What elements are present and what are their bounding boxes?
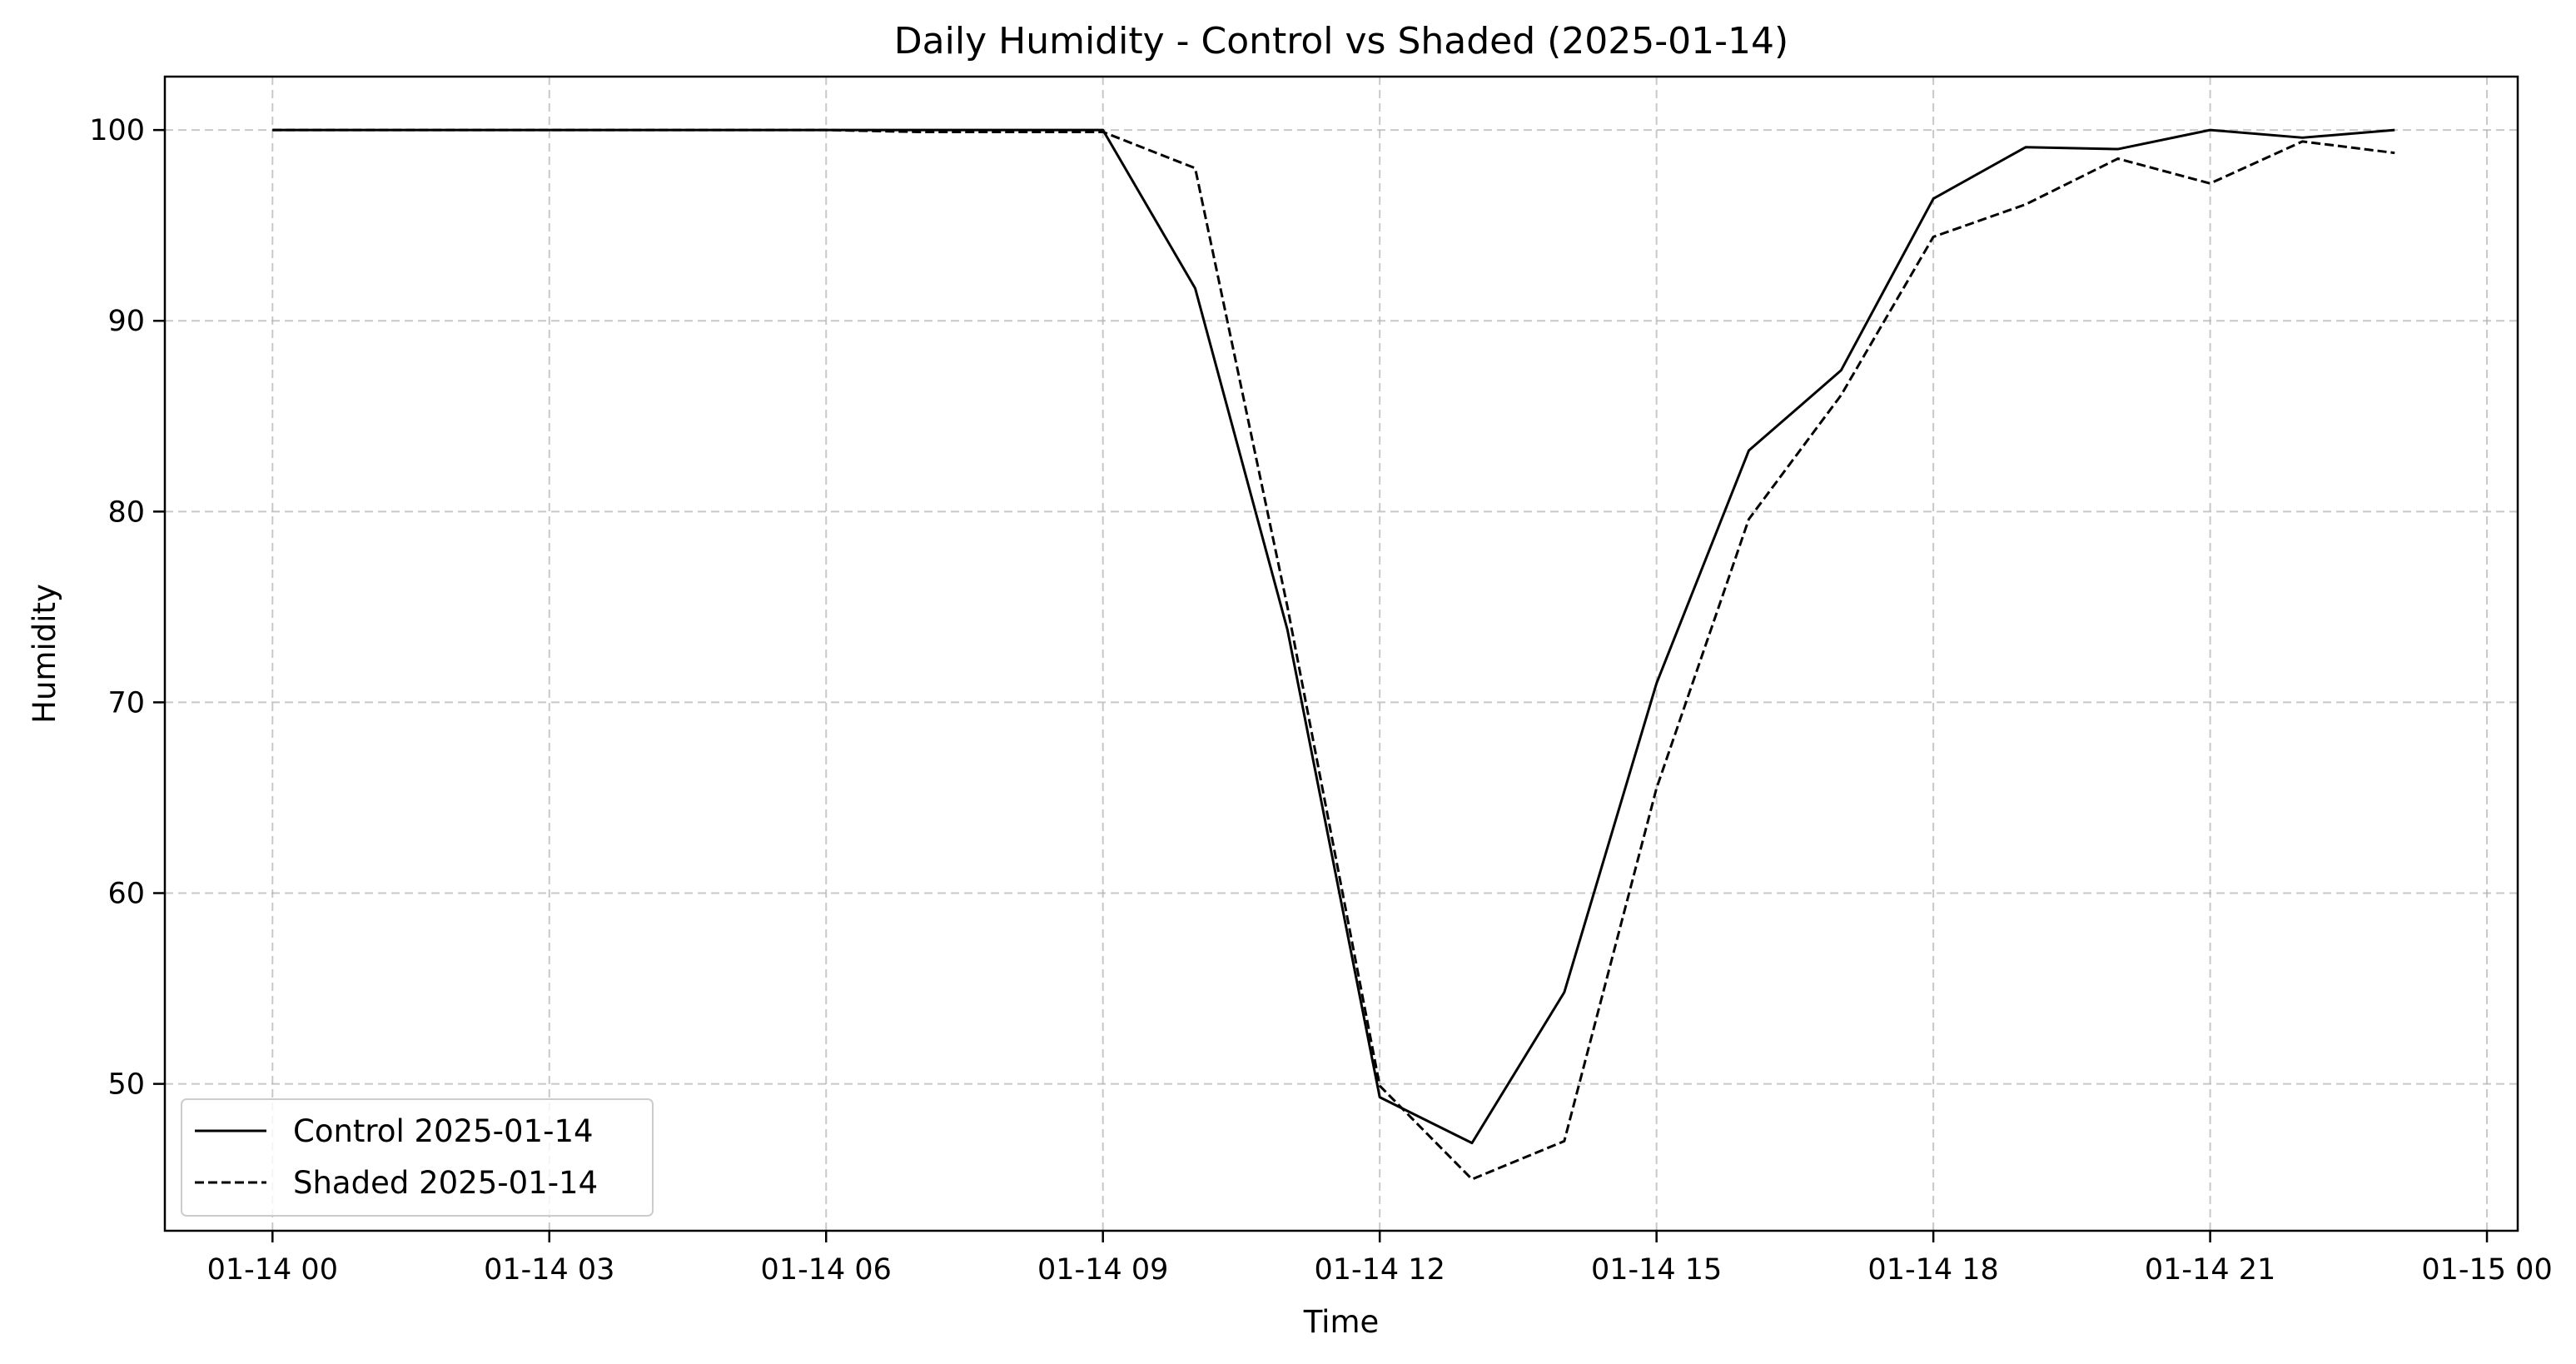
- x-tick-label: 01-14 21: [2145, 1253, 2275, 1287]
- y-tick-label: 80: [107, 495, 145, 529]
- x-tick-label: 01-14 09: [1037, 1253, 1168, 1287]
- legend-label: Control 2025-01-14: [293, 1113, 594, 1149]
- y-tick-label: 100: [89, 114, 145, 147]
- shaded-series-line: [272, 128, 2395, 1181]
- legend-box: [181, 1098, 654, 1217]
- x-tick-label: 01-14 06: [761, 1253, 892, 1287]
- legend-label: Shaded 2025-01-14: [293, 1165, 598, 1201]
- x-axis-label: Time: [1303, 1304, 1380, 1340]
- y-axis-label: Humidity: [27, 584, 62, 724]
- y-tick-label: 50: [107, 1068, 145, 1102]
- y-tick-label: 60: [107, 878, 145, 911]
- legend: Control 2025-01-14 Shaded 2025-01-14: [181, 1098, 654, 1217]
- plot-area-frame: [163, 75, 2519, 1232]
- chart-title: Daily Humidity - Control vs Shaded (2025…: [894, 20, 1788, 62]
- x-tick-label: 01-14 03: [484, 1253, 614, 1287]
- x-tick-label: 01-14 00: [207, 1253, 338, 1287]
- x-tick-label: 01-14 18: [1867, 1253, 1998, 1287]
- x-tick-label: 01-14 15: [1591, 1253, 1722, 1287]
- x-tick-label: 01-15 00: [2421, 1253, 2552, 1287]
- x-tick-label: 01-14 12: [1314, 1253, 1445, 1287]
- tick-layer: 01-14 00 01-14 03 01-14 06 01-14 09 01-14 12…: [89, 114, 2553, 1287]
- y-tick-label: 90: [107, 305, 145, 338]
- y-tick-label: 70: [107, 686, 145, 719]
- series-layer: [272, 128, 2395, 1181]
- grid-layer: [165, 77, 2518, 1231]
